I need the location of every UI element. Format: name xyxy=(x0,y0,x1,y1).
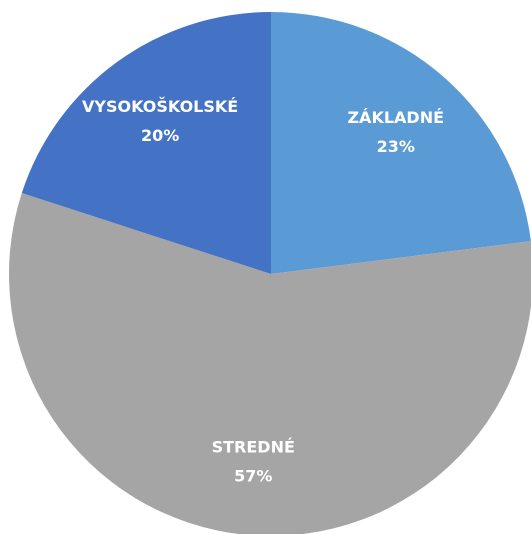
slice-label: STREDNÉ xyxy=(212,437,295,456)
slice-label: VYSOKOŠKOLSKÉ xyxy=(82,97,238,116)
pie-slice xyxy=(271,12,531,274)
slice-label: ZÁKLADNÉ xyxy=(347,108,444,127)
pie-slice xyxy=(9,193,531,534)
slice-value-label: 23% xyxy=(377,137,415,156)
pie-slice xyxy=(21,12,271,274)
slice-value-label: 20% xyxy=(141,126,179,145)
slice-value-label: 57% xyxy=(234,466,272,485)
